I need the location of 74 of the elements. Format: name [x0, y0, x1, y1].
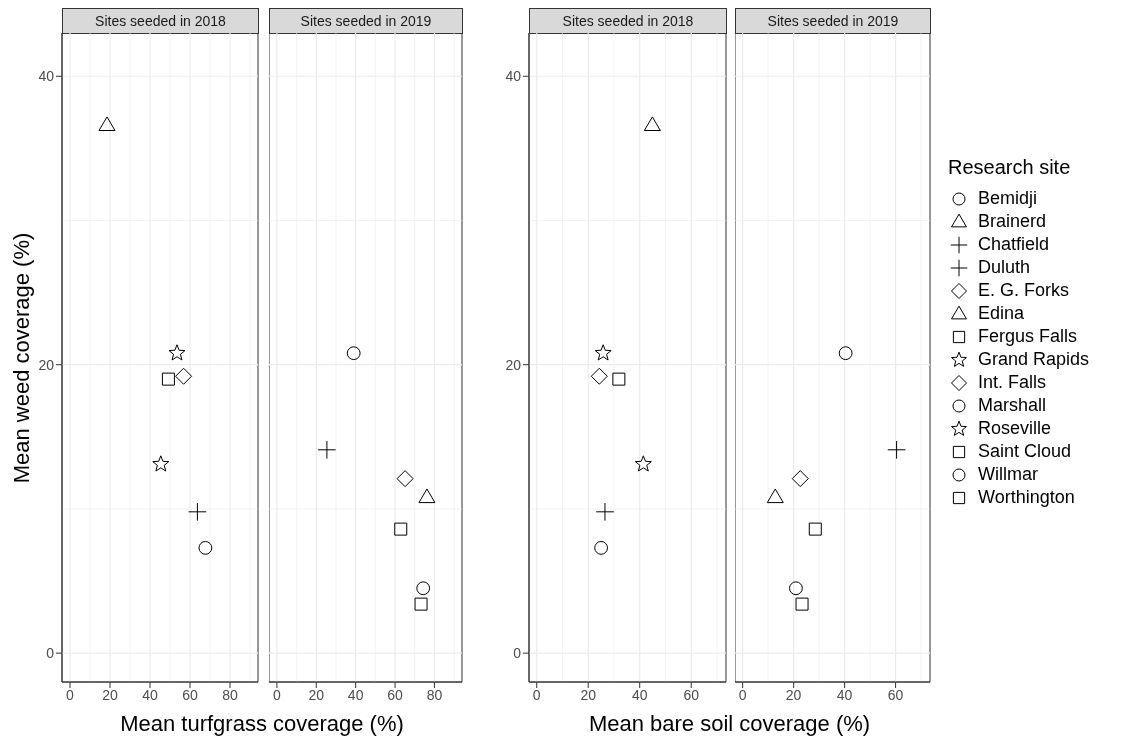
point [317, 440, 337, 460]
point [98, 116, 116, 132]
point [887, 440, 906, 460]
x-axis-title: Mean turfgrass coverage (%) [119, 710, 405, 738]
legend-label: Edina [978, 303, 1025, 324]
chart-title: Sites seeded in 2019 [735, 8, 931, 34]
point [590, 367, 608, 385]
legend-label: Grand Rapids [978, 349, 1090, 370]
point [394, 522, 408, 536]
x-tick-label: 20 [308, 686, 325, 703]
legend-label: Duluth [978, 257, 1031, 278]
chart-title: Sites seeded in 2018 [529, 8, 727, 34]
point [595, 502, 615, 522]
legend-label: Chatfield [978, 234, 1050, 255]
legend-title: Research site [948, 156, 1072, 179]
legend-label: Roseville [978, 418, 1052, 439]
point [791, 470, 809, 488]
x-tick-label: 80 [426, 686, 443, 703]
point [612, 372, 626, 386]
x-axis-title: Mean bare soil coverage (%) [587, 710, 872, 738]
x-tick-label: 40 [631, 686, 648, 703]
x-tick-label: 20 [785, 686, 802, 703]
point [795, 597, 809, 611]
x-tick-label: 60 [887, 686, 904, 703]
x-tick-label: 40 [347, 686, 364, 703]
legend-label: Fergus Falls [978, 326, 1078, 347]
point [838, 346, 853, 361]
legend-label: Bemidji [978, 188, 1038, 209]
point [594, 344, 612, 361]
y-axis-title: Mean weed coverage (%) [8, 231, 35, 485]
point [414, 597, 428, 611]
y-tick-label: 40 [38, 68, 55, 85]
legend-label: Marshall [978, 395, 1047, 416]
legend-label: E. G. Forks [978, 280, 1070, 301]
point [766, 488, 784, 504]
chart-title: Sites seeded in 2019 [269, 8, 463, 34]
point [416, 581, 431, 596]
legend-label: Willmar [978, 464, 1038, 485]
x-tick-label: 60 [182, 686, 198, 703]
y-tick-label: 0 [46, 645, 55, 662]
chart-title: Sites seeded in 2018 [62, 8, 259, 34]
point [152, 455, 170, 472]
point [808, 522, 822, 536]
y-tick-label: 0 [513, 645, 522, 662]
x-tick-label: 20 [102, 686, 118, 703]
y-tick-label: 20 [505, 356, 522, 373]
point [396, 470, 414, 488]
x-tick-label: 40 [142, 686, 158, 703]
point [643, 116, 661, 132]
point [161, 372, 175, 386]
x-tick-label: 60 [387, 686, 404, 703]
legend-label: Brainerd [978, 211, 1047, 232]
point [198, 540, 213, 555]
legend-label: Saint Cloud [978, 441, 1072, 462]
legend-label: Int. Falls [978, 372, 1047, 393]
x-tick-label: 0 [66, 686, 75, 703]
point [346, 346, 361, 361]
x-tick-label: 60 [683, 686, 700, 703]
x-tick-label: 0 [738, 686, 747, 703]
x-tick-label: 40 [836, 686, 853, 703]
point [789, 581, 803, 596]
y-tick-label: 40 [505, 68, 522, 85]
point [594, 540, 608, 555]
point [168, 344, 186, 361]
point [418, 488, 436, 504]
x-tick-label: 20 [580, 686, 597, 703]
point [188, 502, 207, 522]
x-tick-label: 0 [532, 686, 541, 703]
x-tick-label: 0 [272, 686, 281, 703]
y-tick-label: 20 [38, 356, 55, 373]
x-tick-label: 80 [222, 686, 238, 703]
legend-label: Worthington [978, 487, 1075, 508]
point [634, 455, 652, 472]
point [175, 367, 193, 385]
